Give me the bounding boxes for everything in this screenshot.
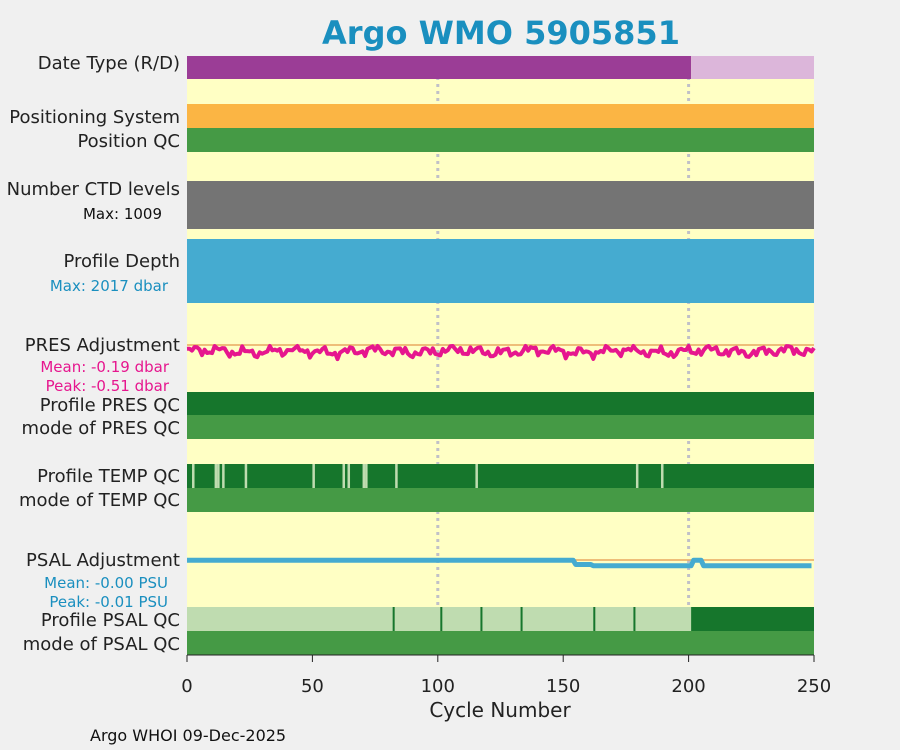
x-tick-label-200: 200: [671, 676, 705, 697]
label-positioning-system: Positioning System: [9, 107, 180, 128]
pres-adjustment-line: [186, 344, 816, 362]
label-position-qc: Position QC: [77, 131, 180, 152]
label-ctd-levels: Number CTD levels: [7, 179, 180, 200]
bar-positioning-system: [187, 104, 814, 128]
bar-temp-qc-light-64: [347, 464, 351, 488]
gridlines: [436, 56, 691, 655]
bar-temp-qc-light-115: [475, 464, 478, 488]
bar-temp-qc-light-12: [217, 464, 220, 488]
bar-profile-psal-qc-light: [187, 607, 692, 631]
plot-background: [187, 56, 814, 655]
bar-temp-qc-light-23: [244, 464, 248, 488]
label-mode-temp-qc: mode of TEMP QC: [19, 490, 180, 511]
bar-profile-pres-qc: [187, 392, 814, 415]
psal-peak-text: Peak: -0.01 PSU: [49, 593, 168, 611]
bar-temp-qc-light-62: [342, 464, 346, 488]
depth-max-text: Max: 2017 dbar: [50, 277, 169, 295]
footer-credit: Argo WHOI 09-Dec-2025: [90, 726, 286, 745]
bar-ctd-levels: [187, 181, 814, 229]
bar-temp-qc-light-11: [214, 464, 218, 488]
bar-temp-qc-light-14: [222, 464, 225, 488]
bar-mode-pres-qc: [187, 415, 814, 439]
chart-lines: [186, 344, 816, 569]
bar-temp-qc-light-189: [661, 464, 664, 488]
bar-mode-temp-qc: [187, 488, 814, 512]
bar-data-type-D: [691, 56, 814, 79]
bar-temp-qc-light-50: [312, 464, 315, 488]
x-tick-label-250: 250: [797, 676, 831, 697]
bar-temp-qc-light-2: [192, 464, 195, 488]
pres-peak-text: Peak: -0.51 dbar: [46, 377, 170, 395]
bar-position-qc: [187, 128, 814, 152]
bar-mode-psal-qc: [187, 631, 814, 655]
label-psal-adjustment: PSAL Adjustment: [26, 550, 180, 571]
chart-bars: [187, 56, 814, 655]
x-tick-label-50: 50: [301, 676, 324, 697]
x-axis-ticks: 0 50 100 150 200 250: [181, 655, 831, 697]
bar-profile-depth: [187, 239, 814, 303]
pres-mean-text: Mean: -0.19 dbar: [40, 358, 170, 376]
bar-psal-qc-dark-133: [520, 607, 523, 631]
bar-profile-psal-qc-dark: [691, 607, 814, 631]
x-tick-label-0: 0: [181, 676, 192, 697]
psal-adjustment-line: [187, 557, 812, 569]
label-profile-depth: Profile Depth: [63, 251, 180, 272]
bar-temp-qc-light-83: [395, 464, 398, 488]
ctd-max-text: Max: 1009: [83, 205, 162, 223]
label-profile-psal-qc: Profile PSAL QC: [41, 610, 180, 631]
x-tick-label-150: 150: [546, 676, 580, 697]
bar-profile-temp-qc: [187, 464, 814, 488]
bar-temp-qc-light-70: [362, 464, 366, 488]
x-axis-label: Cycle Number: [429, 698, 571, 722]
bar-psal-qc-dark-117: [480, 607, 483, 631]
label-profile-pres-qc: Profile PRES QC: [40, 395, 180, 416]
bar-psal-qc-dark-162: [593, 607, 596, 631]
bar-temp-qc-light-179: [635, 464, 639, 488]
label-profile-temp-qc: Profile TEMP QC: [37, 466, 180, 487]
label-mode-psal-qc: mode of PSAL QC: [23, 634, 180, 655]
chart-title: Argo WMO 5905851: [322, 14, 680, 52]
bar-temp-qc-light-71: [365, 464, 368, 488]
bar-psal-qc-dark-82: [392, 607, 395, 631]
label-data-type: Date Type (R/D): [38, 53, 180, 74]
bar-psal-qc-dark-101: [440, 607, 443, 631]
label-pres-adjustment: PRES Adjustment: [25, 335, 180, 356]
bar-psal-qc-dark-178: [633, 607, 636, 631]
label-mode-pres-qc: mode of PRES QC: [22, 418, 180, 439]
x-tick-label-100: 100: [421, 676, 455, 697]
bar-data-type-R: [187, 56, 692, 79]
psal-mean-text: Mean: -0.00 PSU: [44, 574, 168, 592]
